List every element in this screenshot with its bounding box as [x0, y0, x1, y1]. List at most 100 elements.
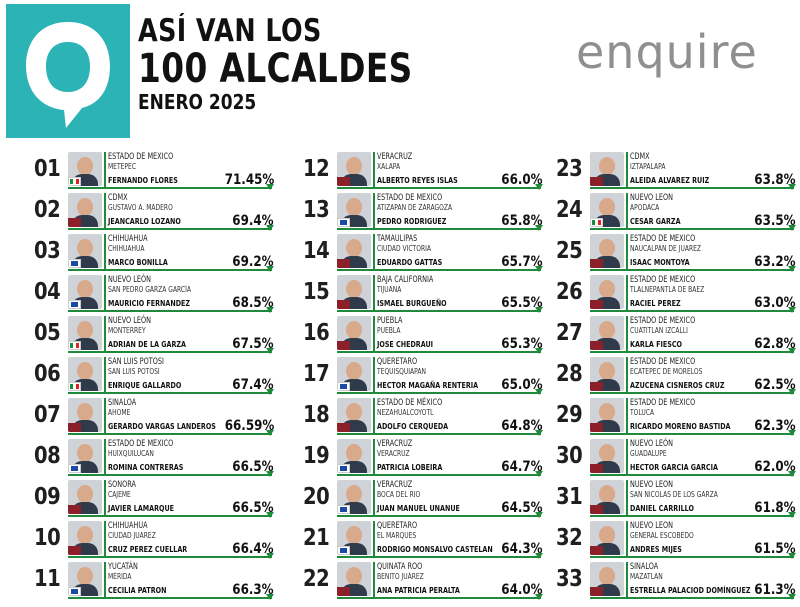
divider	[626, 193, 628, 229]
rank-number: 05	[34, 320, 61, 346]
state-label: BAJA CALIFORNIA	[377, 275, 434, 285]
underline-arrow	[590, 594, 796, 600]
mayor-name: HECTOR MAGAÑA RENTERIA	[377, 381, 479, 390]
divider	[104, 521, 106, 557]
mayor-name: ROMINA CONTRERAS	[108, 463, 184, 472]
city-label: SAN NICOLAS DE LOS GARZA	[630, 490, 718, 499]
divider	[373, 439, 375, 475]
state-label: VERACRUZ	[377, 152, 413, 162]
mayor-photo	[590, 152, 624, 186]
mayor-entry: 22 QUINATA ROO BENITO JUÁREZ ANA PATRICIA P…	[303, 560, 543, 601]
city-label: XALAPA	[377, 162, 401, 171]
divider	[373, 234, 375, 270]
mayor-photo	[337, 275, 371, 309]
divider	[104, 562, 106, 598]
city-label: SAN PEDRO GARZA GARCÍA	[108, 285, 191, 294]
mayor-photo	[68, 398, 102, 432]
party-logo-icon	[337, 382, 350, 391]
divider	[626, 275, 628, 311]
state-label: YUCATÁN	[108, 562, 138, 572]
party-logo-icon	[590, 218, 603, 227]
state-label: QUERETARO	[377, 521, 418, 531]
underline-arrow	[68, 553, 274, 559]
approval-percent: 62.3%	[754, 418, 796, 434]
mayor-photo	[337, 357, 371, 391]
rank-number: 04	[34, 279, 61, 305]
rank-number: 16	[303, 320, 330, 346]
mayor-photo	[590, 480, 624, 514]
state-label: QUINATA ROO	[377, 562, 423, 572]
mayor-entry: 25 ESTADO DE MEXICO NAUCALPAN DE JUAREZ ISA…	[556, 232, 796, 273]
rank-number: 08	[34, 443, 61, 469]
state-label: NUEVO LEÓN	[108, 275, 151, 285]
party-logo-icon	[590, 177, 603, 186]
city-label: GENERAL ESCOBEDO	[630, 531, 694, 540]
city-label: MAZATLAN	[630, 572, 663, 581]
mayor-entry: 21 QUERETARO EL MARQUES RODRIGO MONSALVO CA…	[303, 519, 543, 560]
underline-arrow	[337, 307, 543, 313]
underline-arrow	[337, 553, 543, 559]
divider	[626, 521, 628, 557]
mayor-name: ANA PATRICIA PERALTA	[377, 586, 460, 595]
divider	[373, 152, 375, 188]
approval-percent: 65.7%	[501, 254, 543, 270]
mayor-entry: 26 ESTADO DE MEXICO TLALNEPANTLA DE BAEZ RA…	[556, 273, 796, 314]
mayor-name: ESTRELLA PALACIOD DOMÍNGUEZ	[630, 586, 751, 595]
party-logo-icon	[337, 464, 350, 473]
rank-number: 26	[556, 279, 583, 305]
rank-number: 12	[303, 156, 330, 182]
mayor-name: MARCO BONILLA	[108, 258, 168, 267]
state-label: ESTADO DE MEXICO	[630, 316, 696, 326]
rank-number: 27	[556, 320, 583, 346]
underline-arrow	[68, 184, 274, 190]
state-label: ESTADO DE MEXICO	[630, 275, 696, 285]
mayor-entry: 07 SINALOA AHOME GERARDO VARGAS LANDEROS 66.…	[34, 396, 274, 437]
state-label: NUEVO LEÓN	[108, 316, 151, 326]
rank-number: 09	[34, 484, 61, 510]
logo-box	[6, 4, 130, 138]
mayor-entry: 14 TAMAULIPAS CIUDAD VICTORIA EDUARDO GATTA…	[303, 232, 543, 273]
approval-percent: 66.4%	[232, 541, 274, 557]
city-label: CIUDAD VICTORIA	[377, 244, 431, 253]
rank-number: 14	[303, 238, 330, 264]
rank-number: 30	[556, 443, 583, 469]
mayor-photo	[68, 439, 102, 473]
mayor-name: ISMAEL BURGUEÑO	[377, 299, 447, 308]
mayor-entry: 16 PUEBLA PUEBLA JOSE CHEDRAUI 65.3%	[303, 314, 543, 355]
mayor-photo	[590, 398, 624, 432]
mayor-photo	[68, 316, 102, 350]
party-logo-icon	[68, 423, 81, 432]
party-logo-icon	[68, 464, 81, 473]
mayor-name: AZUCENA CISNEROS CRUZ	[630, 381, 725, 390]
state-label: ESTADO DE MEXICO	[630, 398, 696, 408]
rank-number: 02	[34, 197, 61, 223]
rank-number: 07	[34, 402, 61, 428]
underline-arrow	[590, 512, 796, 518]
underline-arrow	[68, 471, 274, 477]
state-label: CDMX	[108, 193, 128, 203]
party-logo-icon	[590, 341, 603, 350]
underline-arrow	[337, 594, 543, 600]
underline-arrow	[68, 307, 274, 313]
mayor-entry: 20 VERACRUZ BOCA DEL RIO JUAN MANUEL UNANUE…	[303, 478, 543, 519]
city-label: GUSTAVO A. MADERO	[108, 203, 173, 212]
mayor-photo	[337, 193, 371, 227]
city-label: CIUDAD JUAREZ	[108, 531, 156, 540]
party-logo-icon	[337, 259, 350, 268]
divider	[626, 480, 628, 516]
mayor-photo	[337, 521, 371, 555]
mayor-photo	[68, 152, 102, 186]
mayor-photo	[337, 439, 371, 473]
divider	[626, 316, 628, 352]
divider	[373, 193, 375, 229]
mayor-photo	[590, 193, 624, 227]
city-label: MÉRIDA	[108, 572, 132, 581]
mayor-photo	[68, 193, 102, 227]
underline-arrow	[590, 307, 796, 313]
mayor-name: JUAN MANUEL UNANUE	[377, 504, 460, 513]
party-logo-icon	[337, 341, 350, 350]
mayor-photo	[590, 316, 624, 350]
party-logo-icon	[68, 341, 81, 350]
city-label: TOLUCA	[630, 408, 655, 417]
party-logo-icon	[68, 546, 81, 555]
